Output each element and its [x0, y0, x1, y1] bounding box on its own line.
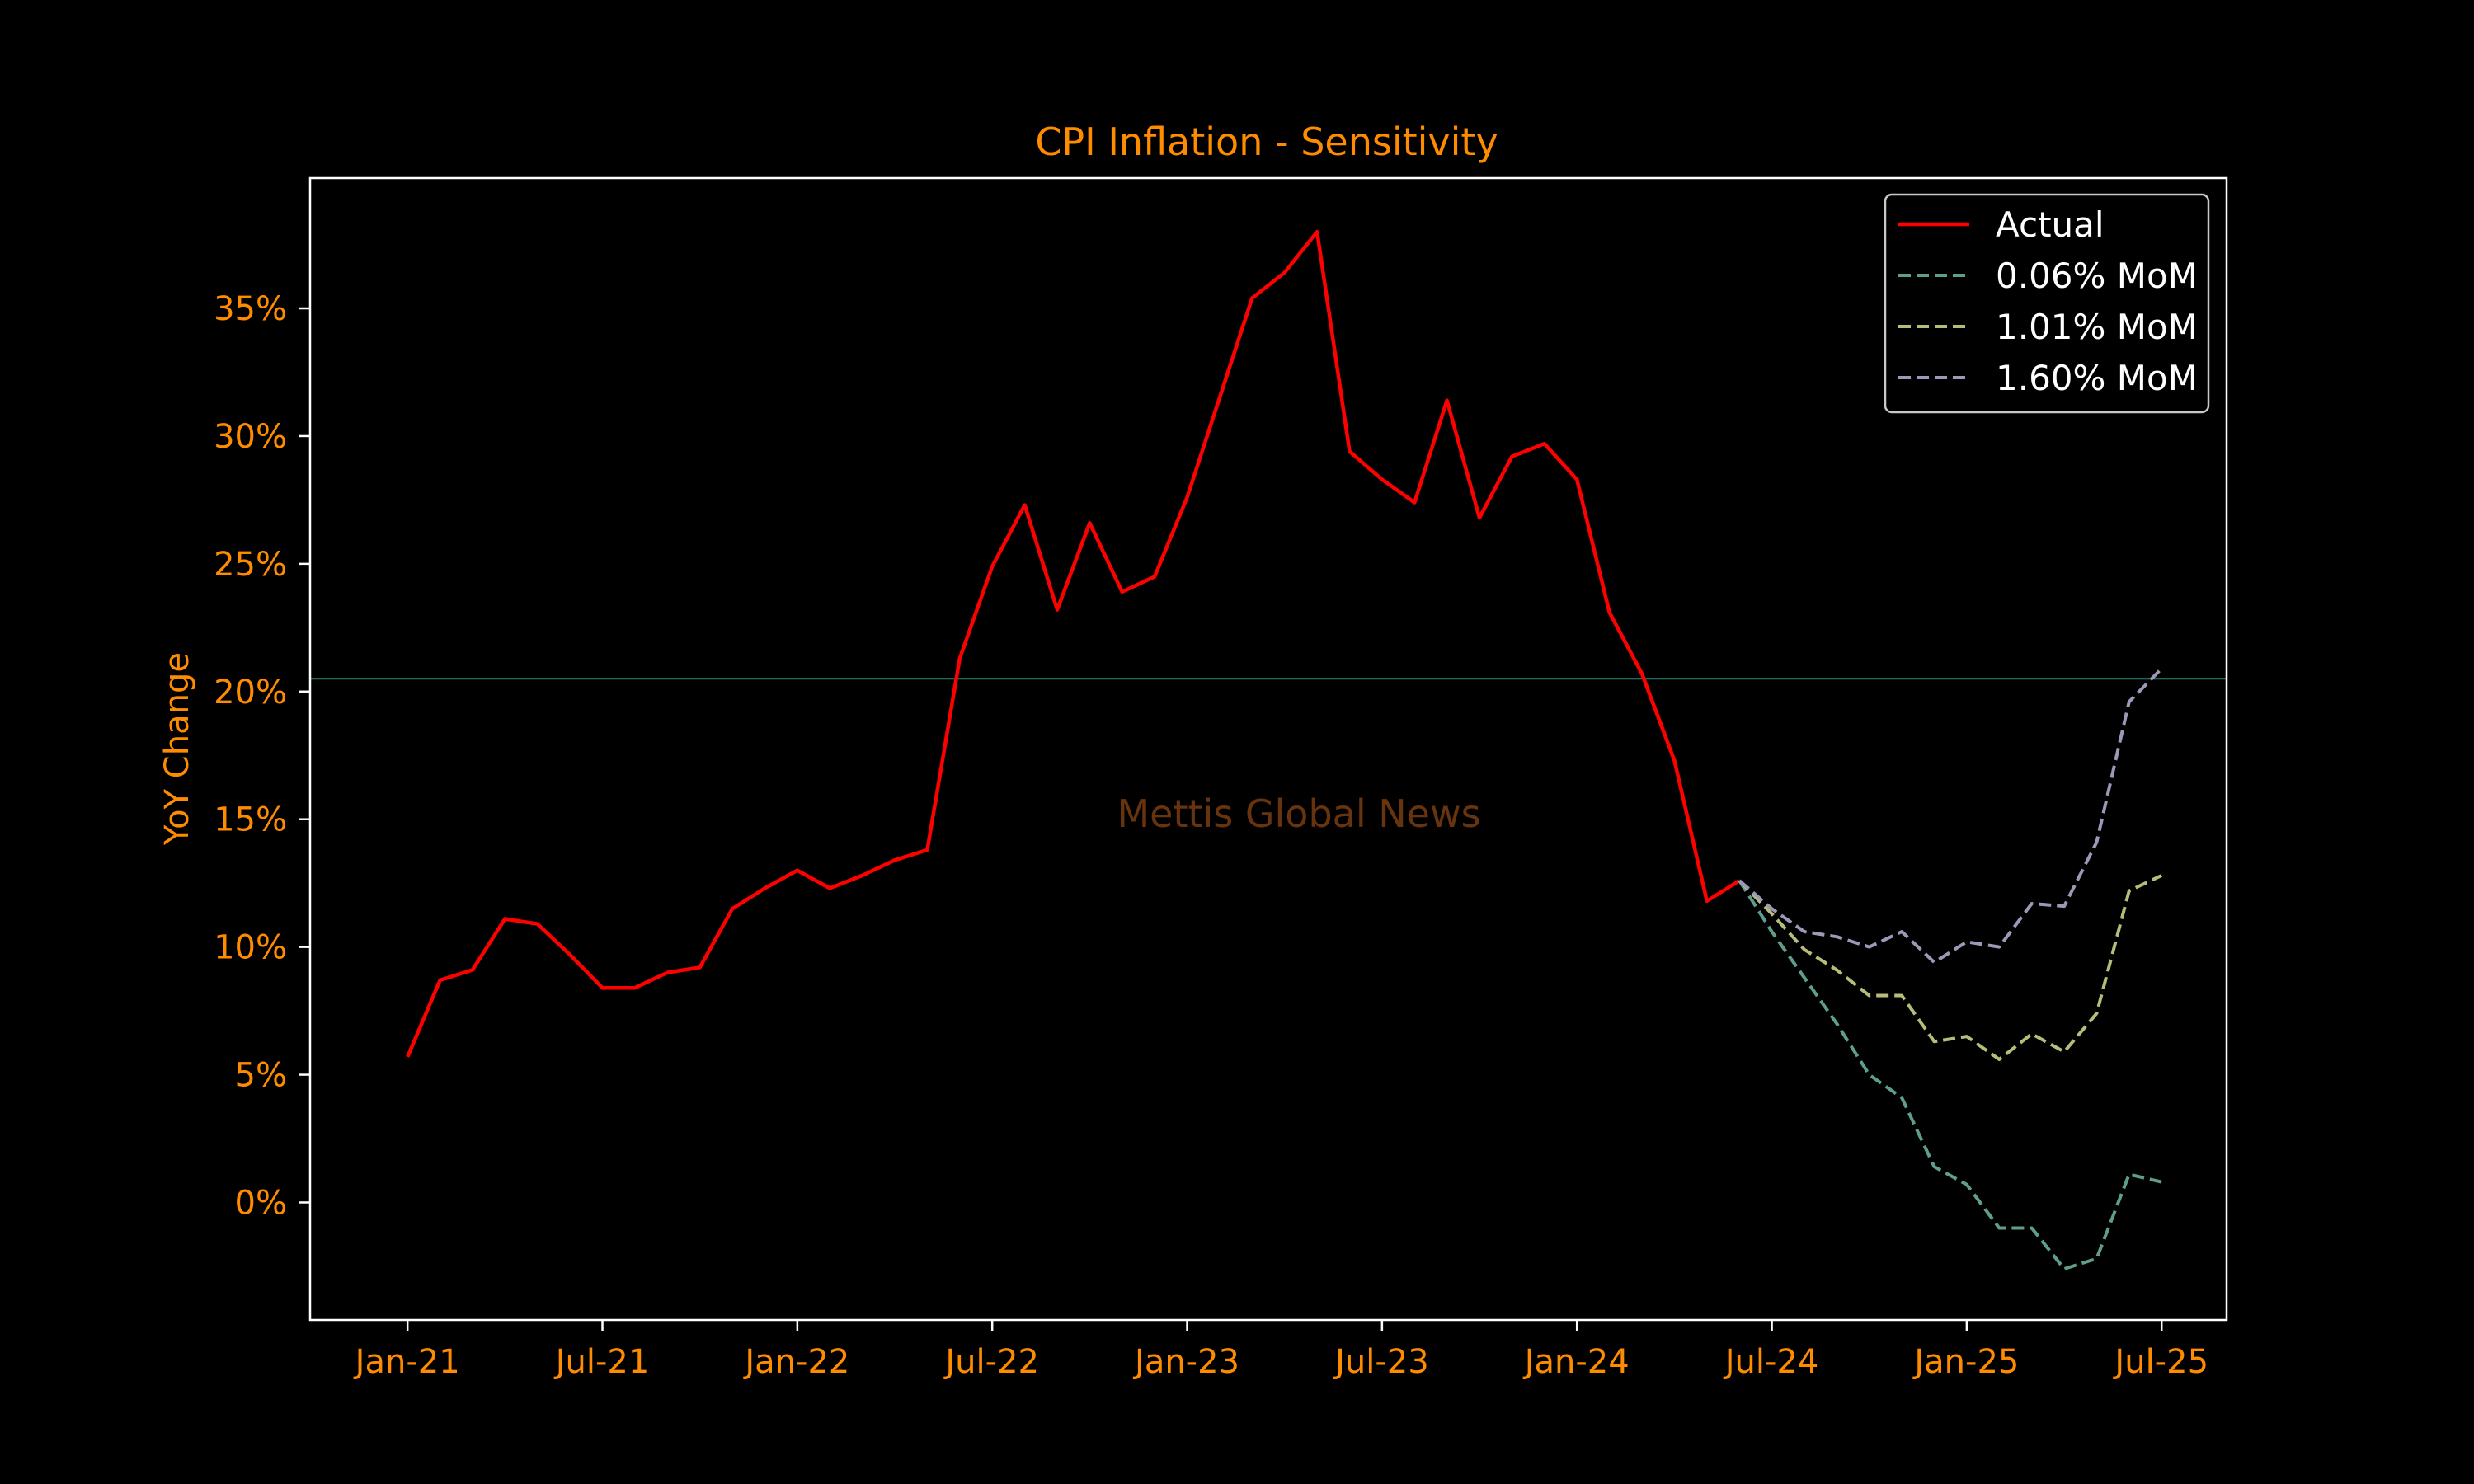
y-tick-label: 15% [214, 801, 287, 839]
legend-label-actual: Actual [1996, 204, 2105, 245]
y-tick-label: 25% [214, 546, 287, 584]
x-tick-label: Jul-22 [943, 1343, 1039, 1381]
legend-label-1-01-mom: 1.01% MoM [1996, 307, 2198, 347]
y-axis: 0% 5% 10% 15% 20% 25% 30% 35% [214, 290, 310, 1222]
watermark: Mettis Global News [1117, 791, 1480, 836]
legend-entries: Actual 0.06% MoM 1.01% MoM 1.60% MoM [1898, 204, 2198, 398]
x-tick-label: Jul-24 [1723, 1343, 1819, 1381]
y-tick-label: 10% [214, 929, 287, 967]
legend-label-1-60-mom: 1.60% MoM [1996, 358, 2198, 398]
legend-label-0-06-mom: 0.06% MoM [1996, 256, 2198, 296]
x-tick-label: Jan-21 [353, 1343, 460, 1381]
x-tick-label: Jan-24 [1522, 1343, 1630, 1381]
y-tick-label: 5% [235, 1057, 287, 1095]
legend: Actual 0.06% MoM 1.01% MoM 1.60% MoM [1884, 193, 2210, 414]
series-layer [406, 229, 2163, 1270]
y-tick-label: 35% [214, 290, 287, 328]
x-axis: Jan-21 Jul-21 Jan-22 Jul-22 Jan-23 Jul-23 Jan-… [353, 1320, 2208, 1381]
x-tick-label: Jan-25 [1912, 1343, 2019, 1381]
y-tick-label: 20% [214, 674, 287, 711]
x-tick-label: Jul-23 [1333, 1343, 1429, 1381]
x-tick-label: Jan-22 [742, 1343, 849, 1381]
y-tick-label: 30% [214, 418, 287, 456]
series-line-1-01-mom [1738, 874, 2163, 1061]
chart-title: CPI Inflation - Sensitivity [1035, 120, 1498, 164]
legend-box [1884, 193, 2210, 414]
y-tick-label: 0% [235, 1184, 287, 1222]
series-line-actual [406, 229, 1741, 1058]
y-axis-label: YoY Change [158, 652, 196, 846]
x-tick-label: Jul-25 [2112, 1343, 2208, 1381]
x-tick-label: Jul-21 [553, 1343, 650, 1381]
x-tick-label: Jan-23 [1132, 1343, 1239, 1381]
plot-frame [308, 176, 2228, 1322]
series-line-0-06-mom [1738, 880, 2162, 1270]
